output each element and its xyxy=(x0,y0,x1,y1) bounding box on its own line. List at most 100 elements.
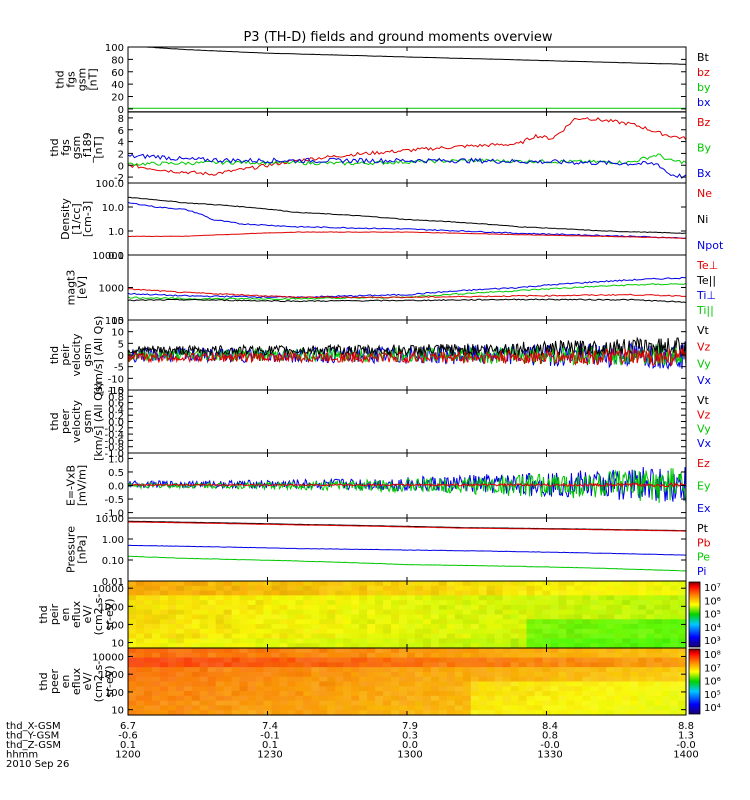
y-tick-label: 40 xyxy=(111,80,124,91)
footer-row-label: thd_Y-GSM xyxy=(6,731,59,742)
y-axis-label: [km/s] (All Qs) xyxy=(92,382,105,461)
series-line-Pe xyxy=(128,555,686,572)
y-axis-label: gsm xyxy=(70,136,83,159)
legend-Pi: Pi xyxy=(697,565,706,578)
legend-Ti||: Ti|| xyxy=(696,304,714,317)
colorbar-tick-label: 10⁷ xyxy=(704,583,721,594)
footer-value: -0.0 xyxy=(540,740,560,751)
y-axis-label: peer xyxy=(59,409,72,435)
panel-frame xyxy=(127,111,687,184)
legend-Vy: Vy xyxy=(697,423,711,436)
y-tick-label: 0.01 xyxy=(102,577,124,588)
legend-Ti⊥: Ti⊥ xyxy=(696,289,716,302)
y-axis-label: [nPa] xyxy=(76,535,89,563)
y-tick-label: 0.1 xyxy=(108,251,124,262)
footer-row-label: thd_Z-GSM xyxy=(6,740,61,751)
legend-Bx: Bx xyxy=(697,167,712,180)
legend-Vt: Vt xyxy=(697,324,710,337)
panel-9: 10⁷ 10⁶ 10⁵ 10⁴ 10³ 10000 1000 100 10 thdpeirenef… xyxy=(37,580,721,650)
y-axis-label: [mV/m] xyxy=(76,465,89,506)
y-tick-label: 1.00 xyxy=(102,535,124,546)
y-tick-label: 10 xyxy=(111,639,124,650)
footer-value: 0.8 xyxy=(542,731,558,742)
y-axis-label: thd xyxy=(37,605,50,623)
y-tick-label: -0.6 xyxy=(104,436,124,447)
y-tick-label: 100 xyxy=(105,688,124,699)
y-axis-label: _f189 xyxy=(81,132,94,163)
footer-date: 2010 Sep 26 xyxy=(6,759,69,770)
y-axis-label: thd xyxy=(54,70,67,88)
legend-Vt: Vt xyxy=(697,394,710,407)
y-axis-label: Pressure xyxy=(65,526,78,573)
y-axis-label: thd xyxy=(48,412,61,430)
footer-value: 1200 xyxy=(115,750,140,761)
legend-bx: bx xyxy=(697,96,711,109)
y-axis-label: [eV] xyxy=(76,276,89,299)
y-tick-label: 6 xyxy=(118,126,124,137)
y-axis-label: thd xyxy=(37,672,50,690)
colorbar-tick-label: 10⁶ xyxy=(704,596,721,607)
legend-Te⊥: Te⊥ xyxy=(696,259,718,272)
y-tick-label: 1.0 xyxy=(108,454,124,465)
series-line-Pt xyxy=(128,520,686,532)
series-line-Ey xyxy=(128,468,686,504)
y-axis-label: eV/ xyxy=(81,605,94,623)
legend-Bz: Bz xyxy=(697,116,711,129)
y-axis-label: (cm2-s- xyxy=(92,594,105,636)
legend-Pt: Pt xyxy=(697,522,709,535)
y-axis-label: peir xyxy=(59,344,72,366)
y-tick-label: 1000 xyxy=(99,670,124,681)
footer-value: -0.6 xyxy=(118,731,138,742)
panel-3: Ne Ni Npot 100.0 10.0 1.0 0.1 Density[1/cc][cm-… xyxy=(59,179,724,262)
legend-Vx: Vx xyxy=(697,374,712,387)
colorbar-tick-label: 10⁷ xyxy=(704,663,721,674)
series-line-Bt xyxy=(138,47,686,65)
y-tick-label: 15 xyxy=(111,316,124,327)
colorbar-tick-label: 10⁵ xyxy=(704,610,721,621)
y-tick-label: 2 xyxy=(118,149,124,160)
y-tick-label: 1.0 xyxy=(108,386,124,397)
colorbar-9 xyxy=(688,581,701,648)
legend-By: By xyxy=(697,142,712,155)
y-tick-label: 0 xyxy=(118,351,124,362)
y-tick-label: 10000 xyxy=(92,251,124,262)
y-tick-label: 0.10 xyxy=(102,556,124,567)
y-axis-label: en xyxy=(59,608,72,622)
footer-value: -0.1 xyxy=(260,731,280,742)
legend-Pe: Pe xyxy=(697,551,710,564)
y-axis-label: velocity xyxy=(70,333,83,376)
y-axis-label: en xyxy=(59,675,72,689)
footer-axis-table: thd_X-GSM 6.7 7.4 7.9 8.4 8.8 thd_Y-GSM -0.6 -0.… xyxy=(6,721,699,770)
y-tick-label: 80 xyxy=(111,55,124,66)
y-axis-label: gsm xyxy=(81,343,94,366)
y-axis-label: gsm xyxy=(81,410,94,433)
y-axis-label: fgs xyxy=(59,139,72,156)
legend-Pb: Pb xyxy=(697,536,711,549)
y-tick-label: 1000 xyxy=(99,284,124,295)
y-tick-label: 10000 xyxy=(92,584,124,595)
spectrogram-9 xyxy=(128,581,687,649)
footer-value: -0.0 xyxy=(676,740,696,751)
legend-Te||: Te|| xyxy=(696,274,716,287)
y-tick-label: 0.0 xyxy=(108,482,124,493)
y-axis-label: [nT] xyxy=(87,68,100,90)
series-line-Vt xyxy=(128,336,686,358)
series-line-By xyxy=(128,153,686,167)
footer-row-label: hhmm xyxy=(6,750,38,761)
series-line-Te⊥ xyxy=(128,288,686,299)
legend-Ne: Ne xyxy=(697,187,712,200)
series-line-Pi xyxy=(128,544,686,556)
y-axis-label: thd xyxy=(48,138,61,156)
y-axis-label: sr-eV) xyxy=(103,598,116,630)
panels: Btbzbybx100806040200thdfgsgsm[nT]BzByBx8… xyxy=(37,43,724,717)
y-tick-label: -10 xyxy=(108,374,124,385)
footer-value: 7.4 xyxy=(262,721,278,732)
y-tick-label: 10 xyxy=(111,706,124,717)
y-tick-label: 0.5 xyxy=(108,468,124,479)
y-axis-label: magt3 xyxy=(65,270,78,306)
colorbar-tick-label: 10⁴ xyxy=(704,623,721,634)
y-tick-label: 20 xyxy=(111,93,124,104)
